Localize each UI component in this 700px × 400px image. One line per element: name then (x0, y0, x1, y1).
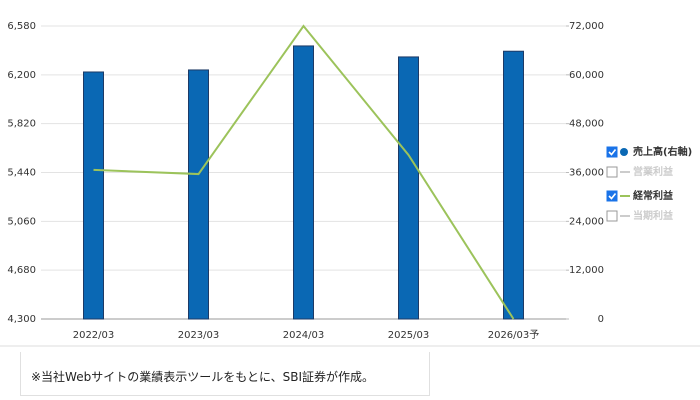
y-tick-label: 5,060 (7, 216, 36, 227)
legend-label: 当期利益 (633, 209, 673, 222)
y2-tick-label: 12,000 (569, 265, 604, 276)
y2-tick-label: 72,000 (569, 21, 604, 32)
x-tick-label: 2025/03 (388, 330, 430, 341)
y-tick-label: 6,580 (7, 21, 36, 32)
y2-tick-label: 36,000 (569, 168, 604, 179)
legend-checkbox (606, 210, 618, 222)
x-tick-label: 2024/03 (283, 330, 325, 341)
line (93, 24, 515, 320)
legend-checkbox (606, 146, 618, 158)
y-tick-label: 6,200 (7, 70, 36, 81)
legend-checkbox (606, 166, 618, 178)
y-tick-label: 4,680 (7, 265, 36, 276)
x-tick-label: 2022/03 (73, 330, 115, 341)
bar (83, 71, 104, 320)
y2-tick-label: 60,000 (569, 70, 604, 81)
bar (293, 45, 314, 320)
y-tick-label: 5,820 (7, 119, 36, 130)
check (608, 193, 617, 200)
y2-tick-label: 24,000 (569, 216, 604, 227)
legend-label: 売上高(右軸) (633, 145, 692, 158)
y-tick-label: 5,440 (7, 168, 36, 179)
legend-checkbox (606, 190, 618, 202)
y-tick-label: 4,300 (7, 314, 36, 325)
bar (398, 56, 419, 320)
y2-tick-label: 48,000 (569, 119, 604, 130)
bar (188, 69, 209, 320)
x-tick-label: 2026/03予 (488, 329, 540, 341)
y2-tick-label: 0 (598, 314, 604, 325)
legend-label: 経常利益 (633, 189, 673, 202)
bar (503, 50, 524, 320)
x-tick-label: 2023/03 (178, 330, 220, 341)
check (608, 149, 617, 156)
legend-label: 営業利益 (633, 165, 673, 178)
legend-icon (620, 148, 628, 156)
note: ※当社Webサイトの業績表示ツールをもとに、SBI証券が作成。 (20, 352, 430, 396)
